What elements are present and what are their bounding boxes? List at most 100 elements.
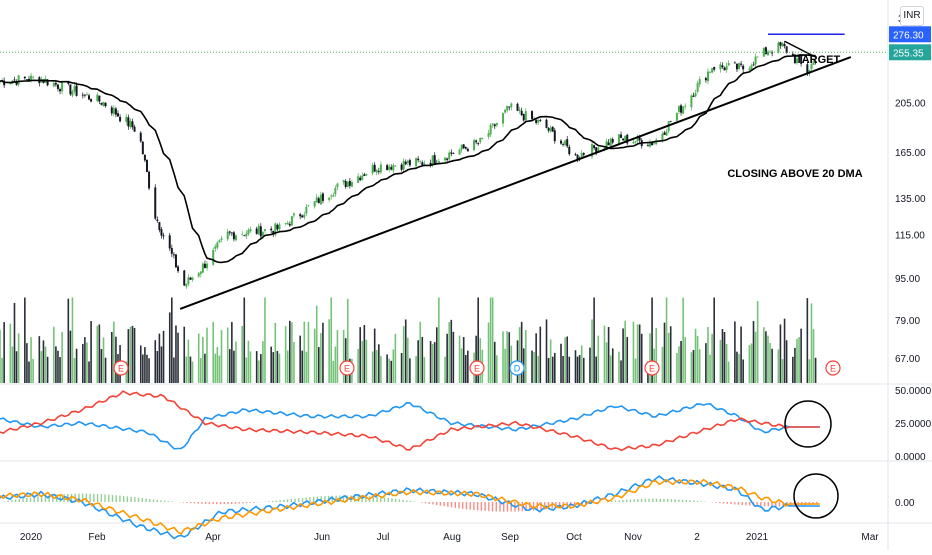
candle-body [517,104,519,111]
candle-body [481,138,483,139]
event-marker[interactable]: D [510,361,524,375]
candle-body [781,43,783,46]
candle-body [287,223,289,224]
volume-bar [1,358,3,383]
histogram-bar [227,502,228,504]
event-marker[interactable]: E [645,361,659,375]
candle-body [289,224,291,225]
time-tick-label: Sep [501,532,519,543]
histogram-bar [149,499,150,502]
volume-bar [691,352,693,383]
histogram-bar [663,499,664,502]
candle-body [434,155,436,164]
candle-body [264,229,266,231]
histogram-bar [473,502,474,510]
histogram-bar [268,501,269,502]
candle-body [492,123,494,124]
price-tick-label: 79.00 [895,316,920,327]
volume-bar [711,334,713,383]
volume-bar [728,362,730,383]
volume-bar [140,345,142,383]
candle-body [473,140,475,150]
candle-body [548,128,550,130]
histogram-bar [715,502,716,503]
currency-badge[interactable]: INR [900,6,924,26]
time-tick-label: 2 [694,532,700,543]
volume-bar [103,337,105,383]
volume-bar [250,351,252,383]
volume-bar [438,298,440,384]
candle-body [639,137,641,140]
candle-body [55,83,57,85]
event-marker[interactable]: E [826,361,840,375]
candle-body [245,234,247,237]
histogram-bar [630,499,631,502]
event-marker-label: E [344,364,350,374]
volume-bar [301,351,303,383]
volume-bar [243,298,245,384]
volume-bar [765,331,767,383]
candle-body [738,63,740,69]
candle-body [690,95,692,107]
histogram-bar [492,502,493,511]
candle-body [343,180,345,182]
volume-bar [378,344,380,383]
histogram-bar [235,502,236,504]
volume-bar [680,341,682,383]
candle-body [697,83,699,92]
volume-bar [606,342,608,383]
histogram-bar [727,502,728,504]
volume-bar [70,331,72,383]
candle-body [336,184,338,188]
histogram-bar [313,497,314,502]
volume-bar [784,319,786,383]
candle-body [380,165,382,173]
volume-bar [198,334,200,383]
volume-bar [101,349,103,383]
volume-bar [736,352,738,383]
candle-body [301,216,303,218]
volume-bar [320,333,322,383]
volume-bar [579,355,581,383]
candle-body [363,174,365,176]
candle-body [423,164,425,165]
volume-bar [322,323,324,383]
volume-bar [258,360,260,383]
histogram-bar [436,502,437,505]
volume-bar [568,357,570,383]
volume-bar [206,328,208,383]
candle-body [100,103,102,105]
histogram-bar [298,498,299,502]
candle-body [243,235,245,236]
volume-bar [794,348,796,383]
histogram-bar [376,497,377,502]
candle-body [316,197,318,202]
volume-bar [41,351,43,383]
event-marker[interactable]: E [340,361,354,375]
price-tick-label: 165.00 [895,148,926,159]
candle-body [564,141,566,146]
histogram-bar [302,498,303,502]
histogram-bar [626,500,627,502]
volume-bar [96,326,98,383]
candle-body [421,162,423,165]
indicator-1-tick-label: 0.0000 [895,452,926,463]
histogram-bar [116,495,117,502]
candle-body [334,188,336,194]
candle-body [719,64,721,69]
candle-body [463,144,465,148]
candle-body [270,229,272,230]
candle-body [119,117,121,121]
event-marker[interactable]: E [114,361,128,375]
candle-body [467,149,469,152]
candle-body [96,95,98,101]
histogram-bar [619,500,620,502]
volume-bar [506,331,508,383]
volume-bar [749,345,751,383]
volume-bar [57,351,59,383]
volume-bar [299,336,301,383]
volume-bar [424,357,426,383]
event-marker[interactable]: E [470,361,484,375]
volume-bar [436,327,438,383]
